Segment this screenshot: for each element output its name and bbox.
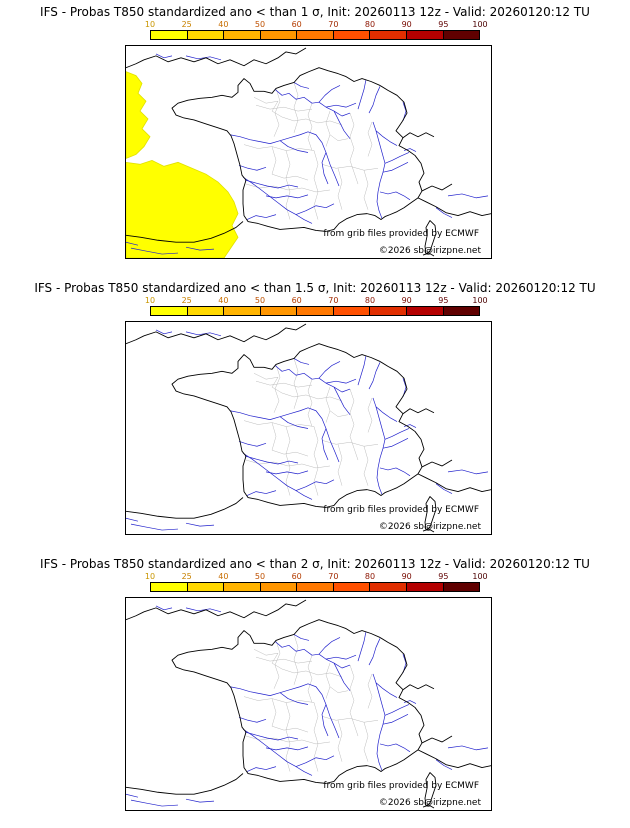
map-svg (126, 599, 491, 809)
scale-tick-label: 10 (144, 20, 156, 29)
copyright: ©2026 sb@irizpne.net (378, 246, 481, 256)
color-scale-segment (260, 31, 298, 39)
color-scale-segment (151, 31, 188, 39)
panel-title: IFS - Probas T850 standardized ano < tha… (40, 557, 590, 571)
color-scale-segment (406, 583, 444, 591)
color-scale-segment (333, 583, 371, 591)
color-scale-segment (297, 31, 334, 39)
credit-ecmwf: from grib files provided by ECMWF (323, 505, 479, 515)
color-scale-segment (370, 307, 407, 315)
color-scale-segment (187, 583, 225, 591)
copyright: ©2026 sb@irizpne.net (378, 798, 481, 808)
scale-tick-label: 25 (181, 296, 192, 305)
scale-tick-label: 60 (291, 296, 302, 305)
scale-tick-label: 60 (291, 572, 302, 581)
scale-tick-label: 80 (364, 572, 376, 581)
colorbar: 10 25 40 50 60 70 80 90 95 100 (145, 572, 488, 593)
color-scale-bar (150, 306, 480, 316)
scale-tick-label: 95 (438, 20, 449, 29)
color-scale-segment (406, 31, 444, 39)
scale-tick-label: 70 (328, 296, 339, 305)
color-scale-segment (151, 583, 188, 591)
scale-tick-label: 70 (328, 20, 339, 29)
scale-tick-label: 90 (401, 20, 412, 29)
color-scale-segment (260, 307, 298, 315)
scale-tick-label: 10 (144, 296, 156, 305)
scale-tick-label: 80 (364, 20, 376, 29)
probability-shading (126, 71, 239, 258)
scale-tick-label: 60 (291, 20, 302, 29)
scale-tick-label: 70 (328, 572, 339, 581)
color-scale-segment (151, 307, 188, 315)
scale-tick-label: 50 (254, 572, 266, 581)
scale-tick-labels: 10 25 40 50 60 70 80 90 95 100 (145, 20, 488, 30)
scale-tick-labels: 10 25 40 50 60 70 80 90 95 100 (145, 572, 488, 582)
color-scale-segment (260, 583, 298, 591)
color-scale-segment (406, 307, 444, 315)
color-scale-segment (297, 307, 334, 315)
credit-ecmwf: from grib files provided by ECMWF (323, 229, 479, 239)
color-scale-segment (333, 307, 371, 315)
scale-tick-label: 50 (254, 20, 266, 29)
scale-tick-label: 40 (218, 296, 229, 305)
map-france: from grib files provided by ECMWF ©2026 … (125, 597, 492, 811)
scale-tick-label: 25 (181, 572, 192, 581)
color-scale-segment (297, 583, 334, 591)
colorbar: 10 25 40 50 60 70 80 90 95 100 (145, 20, 488, 41)
panel-prob-lt-1-sigma: IFS - Probas T850 standardized ano < tha… (0, 0, 630, 276)
color-scale-segment (443, 583, 480, 591)
color-scale-segment (370, 31, 407, 39)
credit-ecmwf: from grib files provided by ECMWF (323, 781, 479, 791)
scale-tick-label: 80 (364, 296, 376, 305)
panel-title: IFS - Probas T850 standardized ano < tha… (34, 281, 596, 295)
map-svg (126, 323, 491, 533)
color-scale-segment (333, 31, 371, 39)
scale-tick-label: 100 (472, 572, 488, 581)
scale-tick-label: 95 (438, 572, 449, 581)
copyright: ©2026 sb@irizpne.net (378, 522, 481, 532)
scale-tick-label: 100 (472, 296, 488, 305)
color-scale-segment (443, 31, 480, 39)
colorbar: 10 25 40 50 60 70 80 90 95 100 (145, 296, 488, 317)
panel-prob-lt-1p5-sigma: IFS - Probas T850 standardized ano < tha… (0, 276, 630, 552)
map-france: from grib files provided by ECMWF ©2026 … (125, 321, 492, 535)
scale-tick-label: 40 (218, 20, 229, 29)
color-scale-segment (224, 307, 261, 315)
color-scale-segment (370, 583, 407, 591)
scale-tick-label: 25 (181, 20, 192, 29)
panel-title: IFS - Probas T850 standardized ano < tha… (40, 5, 590, 19)
scale-tick-label: 90 (401, 572, 412, 581)
color-scale-bar (150, 30, 480, 40)
scale-tick-label: 10 (144, 572, 156, 581)
map-france: from grib files provided by ECMWF ©2026 … (125, 45, 492, 259)
scale-tick-label: 100 (472, 20, 488, 29)
color-scale-bar (150, 582, 480, 592)
map-svg (126, 47, 491, 258)
scale-tick-label: 90 (401, 296, 412, 305)
color-scale-segment (187, 307, 225, 315)
scale-tick-label: 40 (218, 572, 229, 581)
scale-tick-label: 50 (254, 296, 266, 305)
color-scale-segment (443, 307, 480, 315)
scale-tick-labels: 10 25 40 50 60 70 80 90 95 100 (145, 296, 488, 306)
color-scale-segment (187, 31, 225, 39)
color-scale-segment (224, 583, 261, 591)
panel-prob-lt-2-sigma: IFS - Probas T850 standardized ano < tha… (0, 552, 630, 828)
color-scale-segment (224, 31, 261, 39)
scale-tick-label: 95 (438, 296, 449, 305)
